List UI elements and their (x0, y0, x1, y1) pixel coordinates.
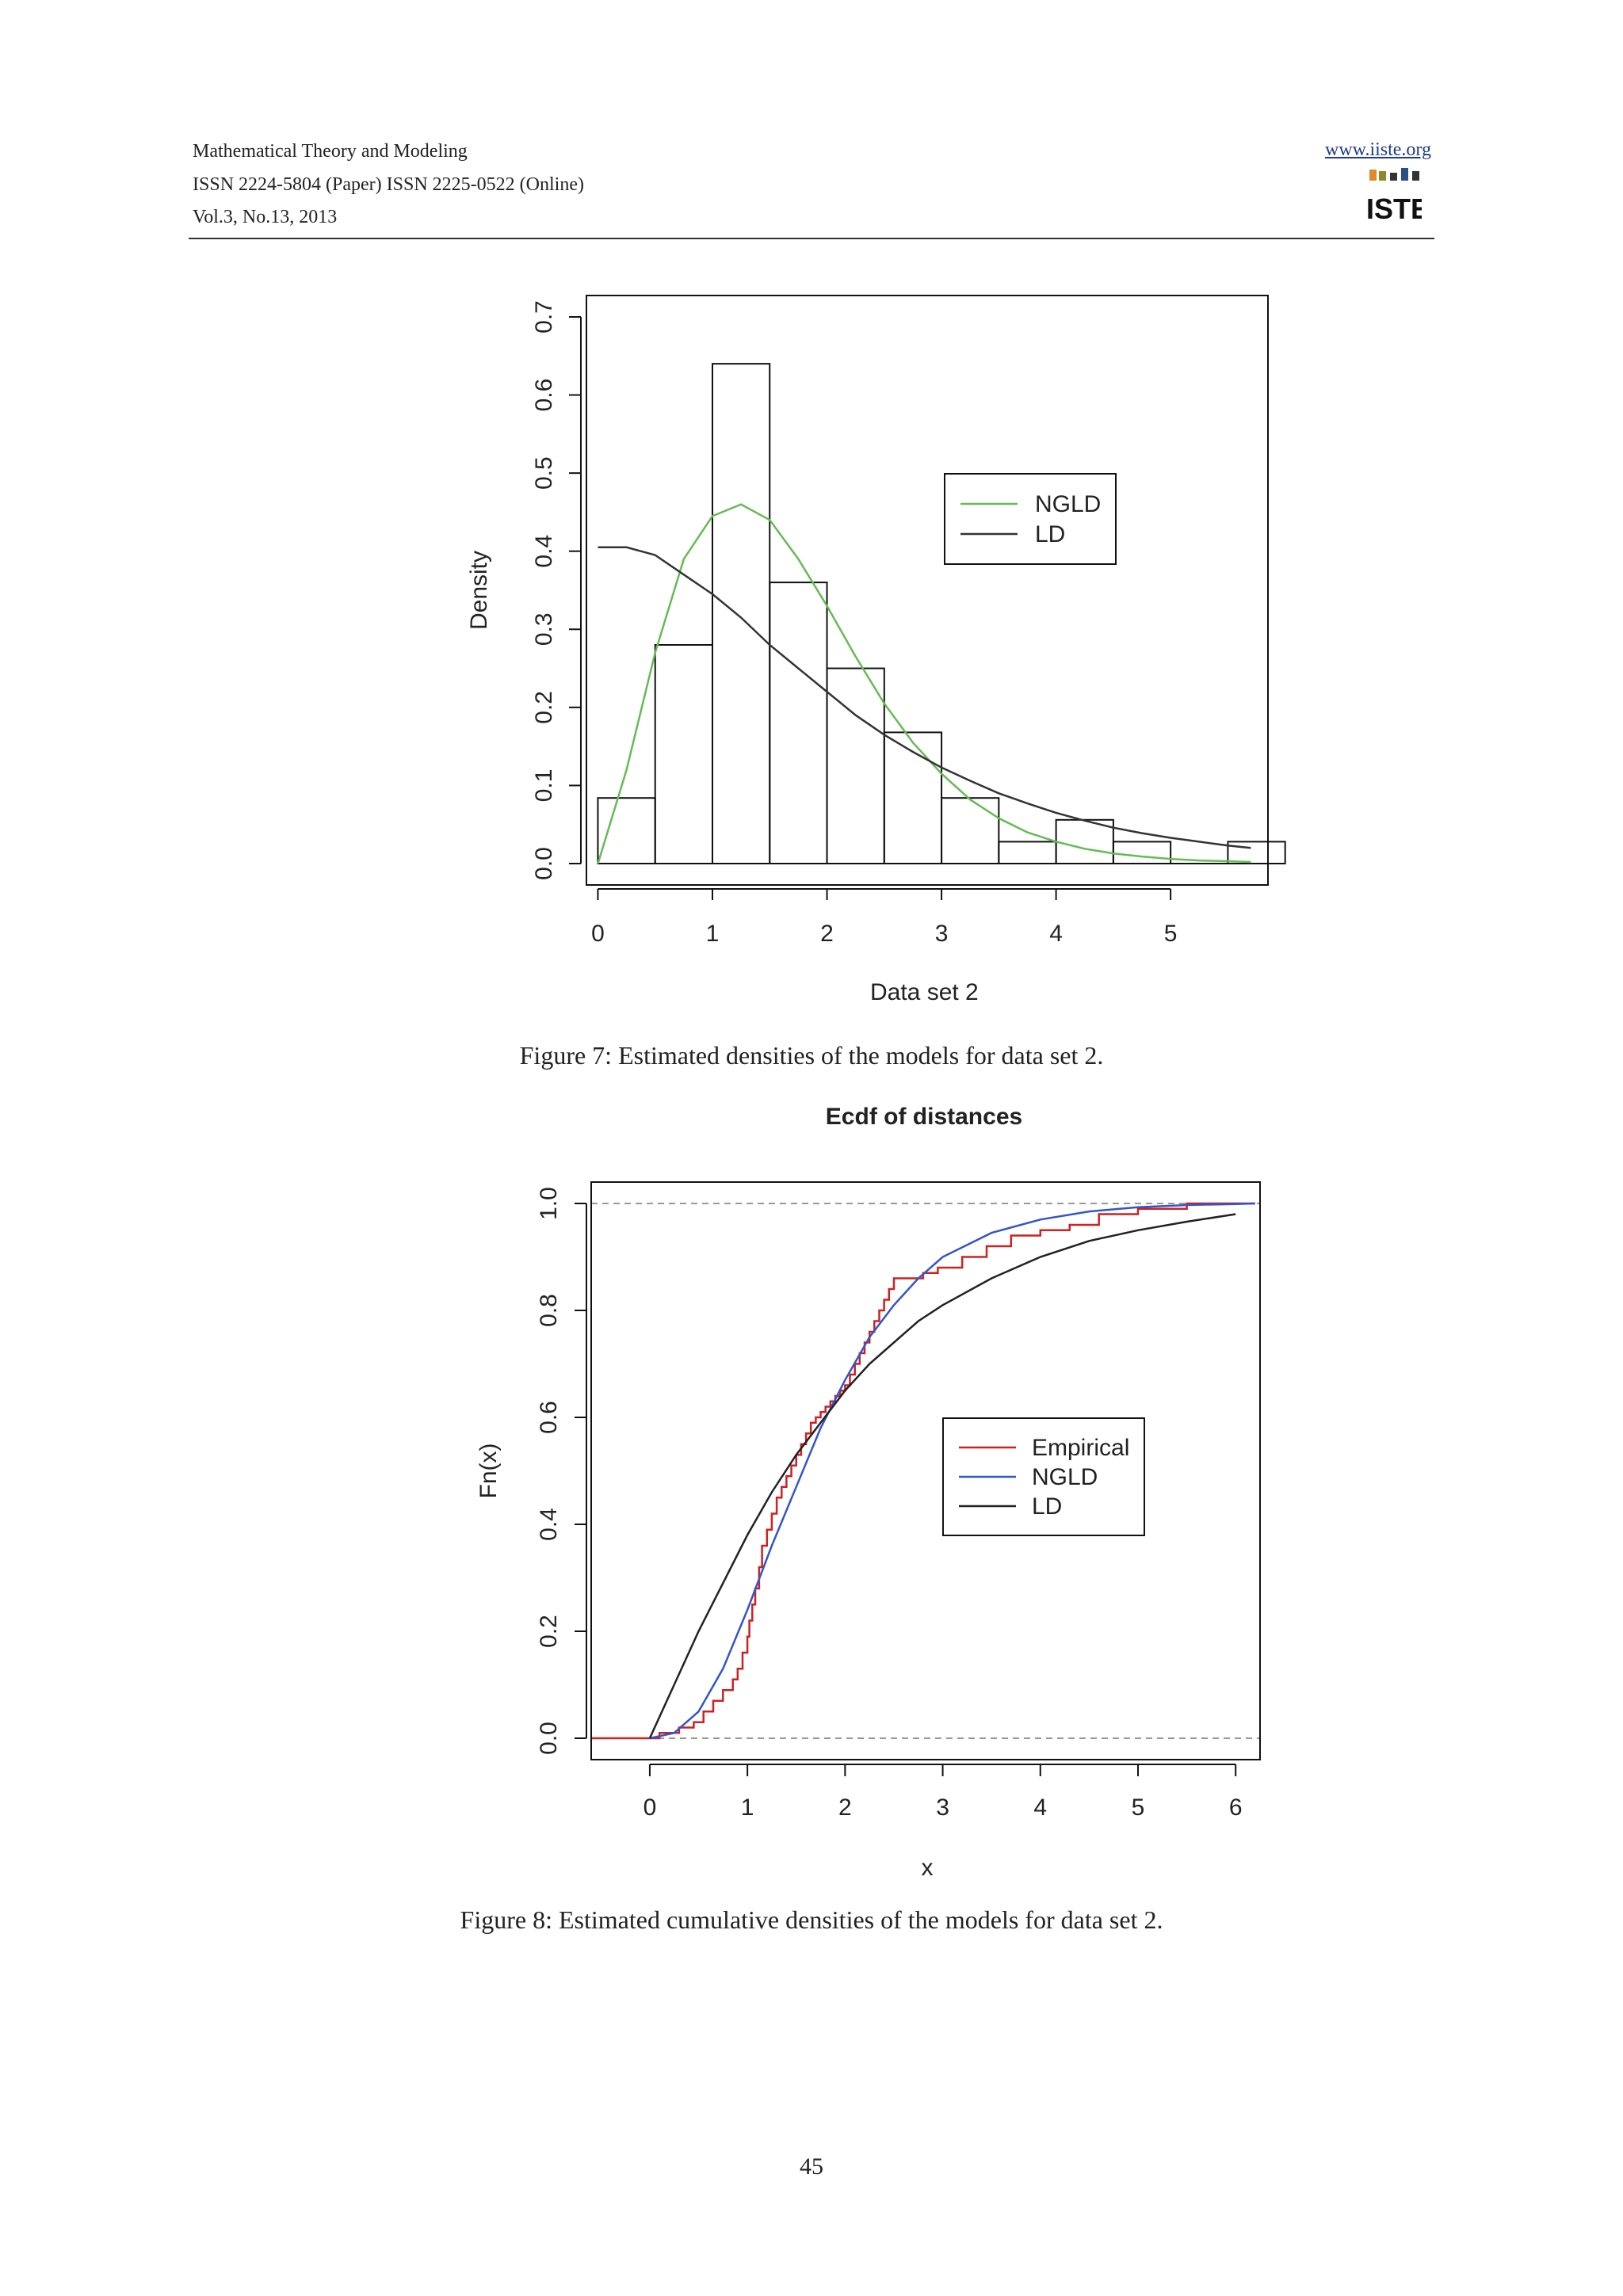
y-tick-label: 0.0 (536, 1722, 562, 1755)
x-tick-label: 3 (936, 1794, 949, 1821)
ecdf-chart: Ecdf of distances 0 1 2 3 4 5 6 0.0 0.2 0.4 0.6 0.8 1… (475, 1104, 1261, 1881)
page-number: 45 (800, 2153, 823, 2180)
x-tick-label: 2 (820, 921, 834, 947)
figure-7-caption: Figure 7: Estimated densities of the mod… (519, 1041, 1104, 1070)
journal-title: Mathematical Theory and Modeling (193, 141, 468, 162)
y-axis-label: Fn(x) (475, 1444, 502, 1499)
legend-label-ngld: NGLD (1032, 1464, 1098, 1490)
x-tick-label: 5 (1132, 1794, 1145, 1821)
legend-label-ld: LD (1032, 1493, 1062, 1520)
hist-bar (711, 363, 771, 864)
density-curve-ld (598, 546, 1251, 849)
legend-frame (944, 473, 1117, 565)
legend-box: NGLD LD (944, 473, 1117, 565)
y-tick-label: 0.8 (536, 1294, 562, 1327)
hist-bar (654, 644, 713, 864)
y-tick-label: 1.0 (536, 1187, 562, 1220)
plot-frame (590, 1181, 1261, 1760)
hist-bar (597, 797, 656, 865)
legend-label-ld: LD (1035, 521, 1065, 547)
y-tick-label: 0.3 (531, 612, 557, 646)
x-tick-label: 2 (838, 1794, 852, 1821)
legend-label-empirical: Empirical (1032, 1435, 1129, 1461)
cdf-curve-ngld (649, 1202, 1255, 1740)
cdf-curve-ld (648, 1213, 1236, 1739)
x-tick-label: 4 (1033, 1794, 1047, 1821)
x-tick-label: 1 (741, 1794, 754, 1821)
density-curve-ngld (597, 503, 1251, 864)
y-tick-label: 0.0 (531, 847, 557, 880)
iiste-logo: IISTE (1366, 168, 1422, 225)
y-tick-label: 0.2 (531, 691, 557, 724)
y-tick-label: 0.6 (536, 1401, 562, 1434)
y-tick-label: 0.6 (531, 379, 557, 412)
y-axis-label: Density (466, 551, 492, 630)
x-tick-label: 1 (706, 921, 720, 947)
x-axis-label: x (922, 1855, 934, 1881)
x-tick-label: 0 (591, 921, 605, 947)
y-tick-label: 0.5 (531, 456, 557, 490)
figure-8-caption: Figure 8: Estimated cumulative densities… (460, 1905, 1163, 1934)
x-tick-label: 0 (643, 1794, 657, 1821)
y-tick-label: 0.4 (536, 1508, 562, 1541)
hist-bar (1112, 841, 1172, 865)
x-axis-label: Data set 2 (870, 979, 979, 1005)
y-tick-label: 0.2 (536, 1615, 562, 1648)
legend-label-ngld: NGLD (1035, 491, 1101, 517)
chart-title: Ecdf of distances (826, 1104, 1022, 1130)
issn-line: ISSN 2224-5804 (Paper) ISSN 2225-0522 (O… (193, 174, 584, 195)
hist-bar (941, 797, 1000, 865)
cdf-curve-empirical (591, 1202, 1255, 1740)
plot-frame (586, 295, 1269, 886)
y-tick-label: 0.4 (531, 535, 557, 568)
x-tick-label: 5 (1164, 921, 1178, 947)
website-link[interactable]: www.iiste.org (1325, 139, 1431, 160)
hist-bar (1227, 841, 1286, 865)
volume-line: Vol.3, No.13, 2013 (193, 207, 338, 227)
y-tick-label: 0.1 (531, 769, 557, 803)
hist-bar (998, 841, 1057, 865)
logo-text: IISTE (1366, 193, 1422, 225)
x-tick-label: 3 (935, 921, 949, 947)
x-tick-label: 4 (1049, 921, 1063, 947)
header-rule (189, 238, 1434, 239)
density-histogram-chart: 0 1 2 3 4 5 0.0 0.1 0.2 0.3 0.4 0.5 0.6 0.7 Data set 2… (466, 295, 1286, 1005)
y-tick-label: 0.7 (531, 300, 557, 334)
hist-bar (769, 582, 828, 865)
x-tick-label: 6 (1229, 1794, 1243, 1821)
legend-box: Empirical NGLD LD (942, 1417, 1145, 1536)
